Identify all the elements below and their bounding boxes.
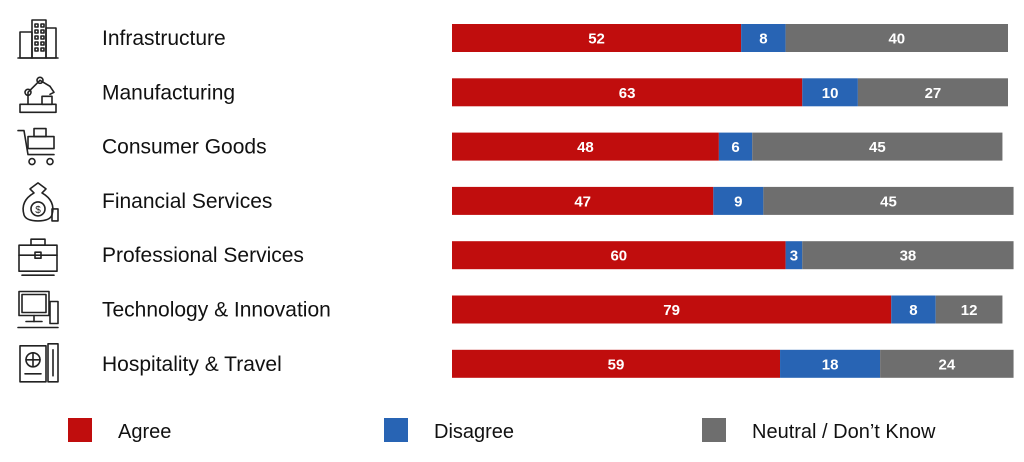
category-label: Professional Services [102, 244, 304, 267]
data-label: 60 [610, 248, 627, 265]
bar-segment [935, 295, 1003, 324]
bar-segment [802, 78, 858, 107]
legend-label: Disagree [434, 421, 514, 443]
data-label: 45 [880, 193, 897, 210]
bars: 52 8 40 63 10 27 48 6 45 47 9 45 60 3 38 79 8 12 59 18 24 [452, 24, 1014, 378]
data-label: 3 [790, 248, 798, 265]
category-icons: $ [17, 19, 59, 383]
legend: Agree Disagree Neutral / Don’t Know [68, 418, 936, 443]
legend-swatch [384, 418, 408, 442]
data-label: 63 [619, 85, 636, 102]
data-label: 8 [759, 31, 767, 48]
data-label: 8 [909, 302, 917, 319]
legend-label: Neutral / Don’t Know [752, 421, 936, 443]
data-label: 27 [925, 85, 942, 102]
category-labels: Infrastructure Manufacturing Consumer Good… [102, 27, 331, 376]
legend-swatch [702, 418, 726, 442]
bar-segment [452, 295, 892, 324]
category-label: Consumer Goods [102, 136, 267, 159]
category-label: Infrastructure [102, 27, 226, 50]
bar-segment [785, 24, 1008, 52]
bar-segment [713, 186, 764, 215]
legend-swatch [68, 418, 92, 442]
bar-segment [452, 132, 719, 161]
category-label: Hospitality & Travel [102, 353, 282, 376]
bar-segment [802, 241, 1014, 270]
bar-segment [452, 24, 742, 52]
shopping-cart-icon [17, 127, 55, 166]
data-label: 24 [938, 356, 955, 373]
data-label: 6 [731, 139, 739, 156]
bar-segment [452, 349, 781, 378]
bar-segment [891, 295, 936, 324]
svg-text:$: $ [35, 205, 41, 216]
data-label: 12 [961, 302, 978, 319]
data-label: 48 [577, 139, 594, 156]
robot-arm-icon [19, 76, 57, 114]
bar-segment [857, 78, 1008, 107]
bar-segment [452, 186, 714, 215]
bar-segment [452, 241, 786, 270]
money-bag-icon: $ [22, 182, 59, 222]
data-label: 18 [822, 356, 839, 373]
bar-segment [763, 186, 1014, 215]
data-label: 10 [822, 85, 839, 102]
buildings-icon [17, 19, 59, 59]
data-label: 40 [888, 31, 905, 48]
computer-icon [17, 290, 59, 329]
bar-segment [718, 132, 753, 161]
bar-segment [785, 241, 803, 270]
category-label: Manufacturing [102, 81, 235, 104]
category-label: Technology & Innovation [102, 299, 331, 322]
data-label: 47 [574, 193, 591, 210]
passport-icon [19, 342, 59, 383]
category-label: Financial Services [102, 190, 272, 213]
data-label: 9 [734, 193, 742, 210]
briefcase-icon [18, 238, 58, 276]
bar-segment [880, 349, 1014, 378]
bar-segment [452, 78, 803, 107]
bar-segment [752, 132, 1003, 161]
bar-segment [741, 24, 786, 52]
data-label: 52 [588, 31, 605, 48]
bar-segment [780, 349, 881, 378]
data-label: 79 [663, 302, 680, 319]
data-label: 45 [869, 139, 886, 156]
legend-label: Agree [118, 421, 171, 443]
data-label: 38 [900, 248, 917, 265]
data-label: 59 [608, 356, 625, 373]
